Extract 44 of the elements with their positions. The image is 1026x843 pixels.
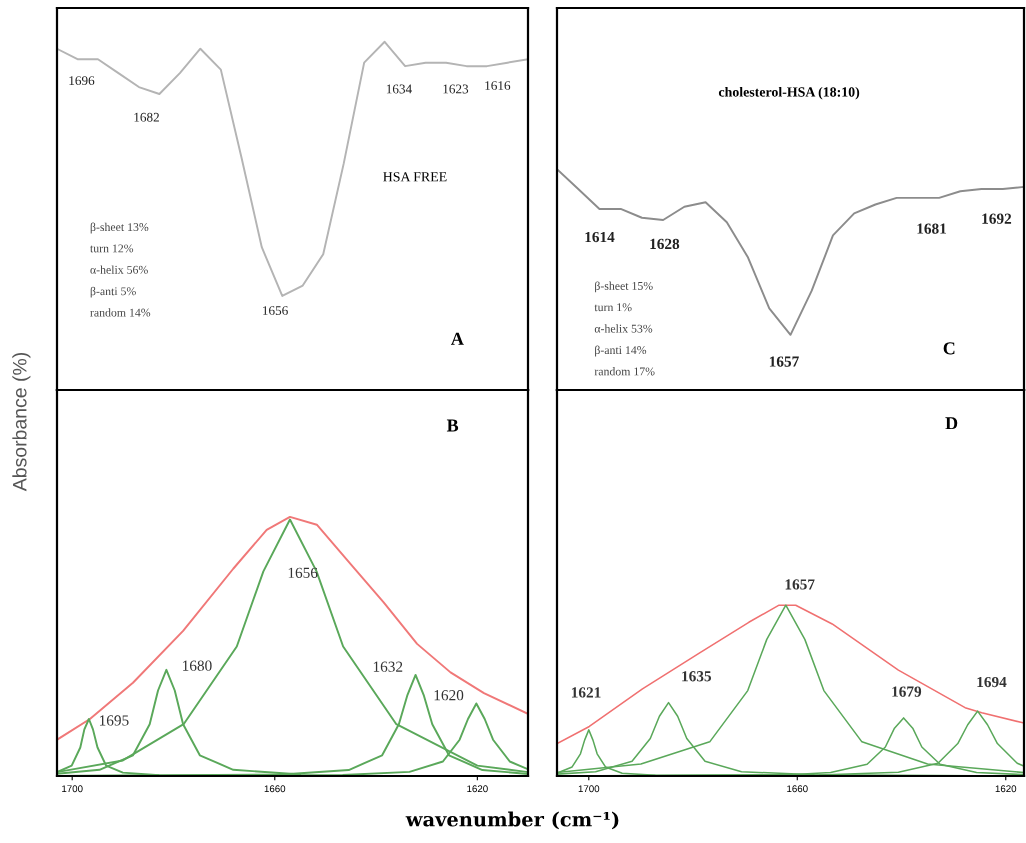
chart-title: cholesterol-HSA (18:10) <box>718 86 860 100</box>
annotation: 1620 <box>434 690 464 701</box>
text: D <box>945 417 958 430</box>
x-axis-title: wavenumber (cm⁻¹) <box>405 811 619 830</box>
annotation: 1681 <box>917 223 947 234</box>
annotation: 1694 <box>977 676 1007 688</box>
annotation: β-anti 5% <box>90 286 136 298</box>
annotation: 1635 <box>682 671 712 682</box>
annotation: 1682 <box>134 112 159 122</box>
annotation: 1616 <box>485 81 511 90</box>
annotation: 1657 <box>769 356 799 367</box>
annotation: 1696 <box>69 76 95 86</box>
annotation: β-sheet 15% <box>595 281 653 293</box>
annotation: C <box>943 342 955 355</box>
annotation: random 14% <box>90 308 151 317</box>
y-axis-title: Absorbance (%) <box>12 353 31 492</box>
annotation: turn 1% <box>594 303 632 312</box>
annotation: 1679 <box>892 686 922 697</box>
annotation: A <box>451 332 464 345</box>
annotation: β-sheet 13% <box>90 222 149 234</box>
x-tick-label: 1620 <box>995 785 1017 793</box>
annotation: α-helix 53% <box>594 324 653 333</box>
annotation: 1621 <box>571 687 601 698</box>
x-tick-label: 1700 <box>62 785 83 793</box>
x-tick-label: 1660 <box>264 785 286 793</box>
annotation: turn 12% <box>90 244 134 253</box>
annotation: 1614 <box>585 231 615 243</box>
annotation: 1692 <box>982 213 1012 224</box>
annotation: 1628 <box>650 238 680 250</box>
text: HSA FREE <box>383 172 447 182</box>
annotation: 1657 <box>785 579 815 590</box>
x-tick-label: 1700 <box>578 785 600 793</box>
annotation: 1680 <box>183 660 212 671</box>
x-tick-label: 1660 <box>787 785 808 793</box>
annotation: 1656 <box>263 306 288 315</box>
annotation: 1634 <box>386 84 412 94</box>
x-tick-label: 1620 <box>467 785 488 793</box>
annotation: random 17% <box>594 367 655 376</box>
text: B <box>446 419 459 432</box>
annotation: 1623 <box>443 84 469 94</box>
annotation: 1695 <box>99 715 129 726</box>
annotation: 1632 <box>373 661 403 672</box>
annotation: β-anti 14% <box>595 345 647 357</box>
annotation: α-helix 56% <box>90 265 148 274</box>
